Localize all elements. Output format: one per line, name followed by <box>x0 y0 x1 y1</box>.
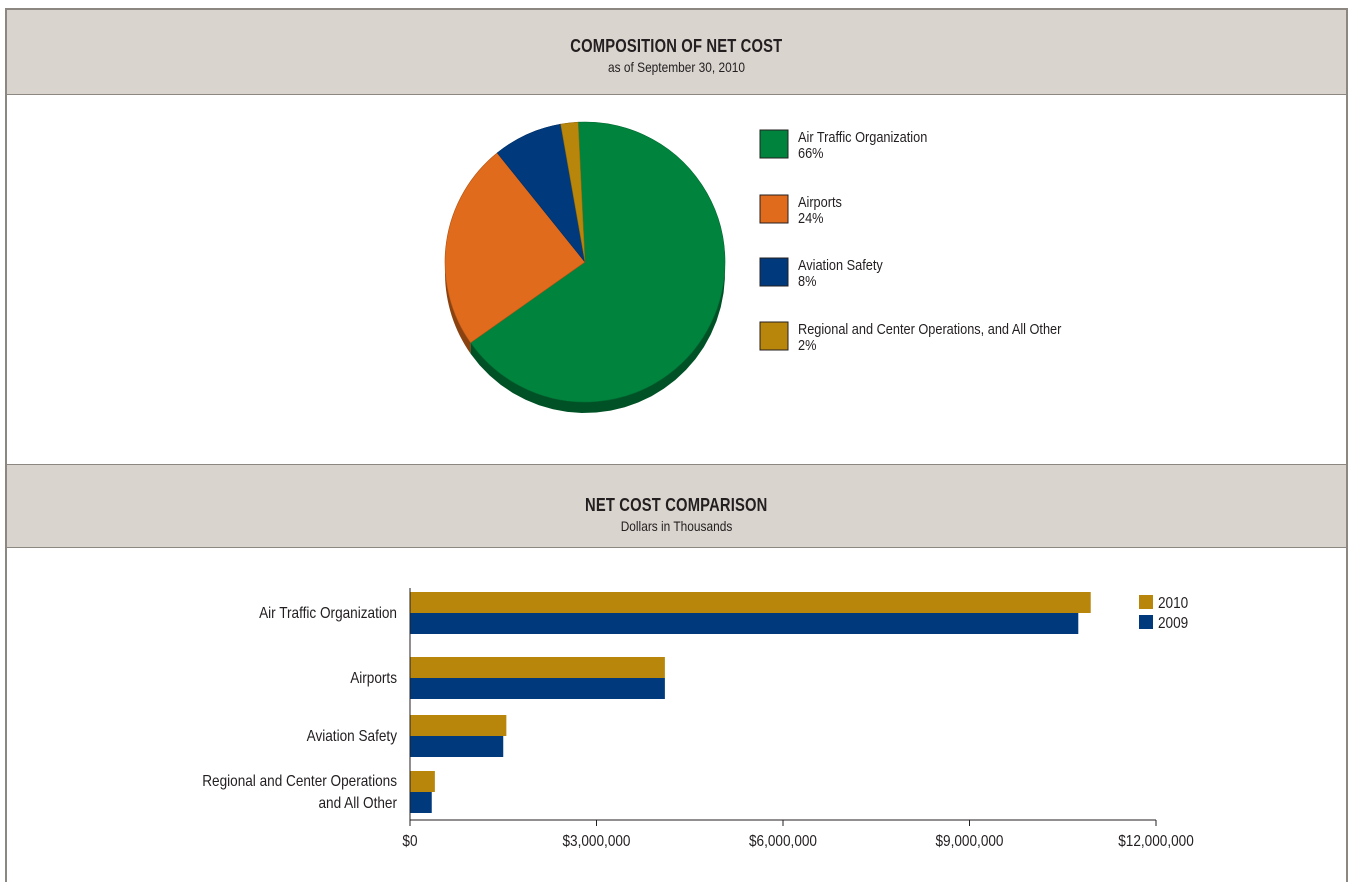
bar-2010 <box>410 592 1091 613</box>
legend-swatch <box>759 129 789 159</box>
bar-2010 <box>410 657 665 678</box>
pie-slice <box>560 121 586 263</box>
category-label: Aviation Safety <box>307 728 398 745</box>
bar-2009 <box>410 736 504 757</box>
bar-chart-subtitle: Dollars in Thousands <box>620 518 733 534</box>
legend-percent: 2% <box>798 336 816 353</box>
x-tick-label: $3,000,000 <box>563 833 631 850</box>
bar-2009 <box>410 792 432 813</box>
bar-chart: Air Traffic Organization Airports Aviation… <box>202 588 1194 850</box>
legend-swatch <box>759 321 789 351</box>
x-tick-label: $12,000,000 <box>1118 833 1194 850</box>
legend-percent: 8% <box>798 272 816 289</box>
pie-slice <box>470 121 726 403</box>
bar-2010 <box>410 771 435 792</box>
bar-legend: 2010 2009 <box>1139 595 1188 632</box>
x-tick-label: $9,000,000 <box>936 833 1004 850</box>
legend-swatch-2010 <box>1139 595 1153 609</box>
legend-swatch <box>759 194 789 224</box>
legend-label: Air Traffic Organization <box>798 128 927 145</box>
legend-swatch <box>759 257 789 287</box>
pie-chart <box>444 121 726 413</box>
pie-slice <box>444 152 586 344</box>
category-label: and All Other <box>318 795 397 812</box>
category-label: Airports <box>350 670 397 687</box>
legend-label-2010: 2010 <box>1158 595 1188 612</box>
pie-chart-title: COMPOSITION OF NET COST <box>570 36 783 56</box>
bar-chart-header: NET COST COMPARISON Dollars in Thousands <box>7 464 1346 548</box>
bar-chart-title: NET COST COMPARISON <box>585 495 768 515</box>
bar-2010 <box>410 715 507 736</box>
pie-chart-header: COMPOSITION OF NET COST as of September … <box>7 10 1346 95</box>
category-label: Regional and Center Operations <box>202 773 397 790</box>
x-tick-label: $0 <box>402 833 417 850</box>
bar-2009 <box>410 613 1079 634</box>
legend-percent: 66% <box>798 144 824 161</box>
legend-percent: 24% <box>798 209 824 226</box>
x-tick-label: $6,000,000 <box>749 833 817 850</box>
bar-2009 <box>410 678 665 699</box>
category-label: Air Traffic Organization <box>259 605 397 622</box>
legend-label: Aviation Safety <box>798 256 883 273</box>
legend-label: Regional and Center Operations, and All … <box>798 320 1062 337</box>
pie-chart-subtitle: as of September 30, 2010 <box>608 59 745 75</box>
legend-label: Airports <box>798 193 842 210</box>
legend-label-2009: 2009 <box>1158 615 1188 632</box>
legend-swatch-2009 <box>1139 615 1153 629</box>
figure-frame <box>5 8 1348 882</box>
